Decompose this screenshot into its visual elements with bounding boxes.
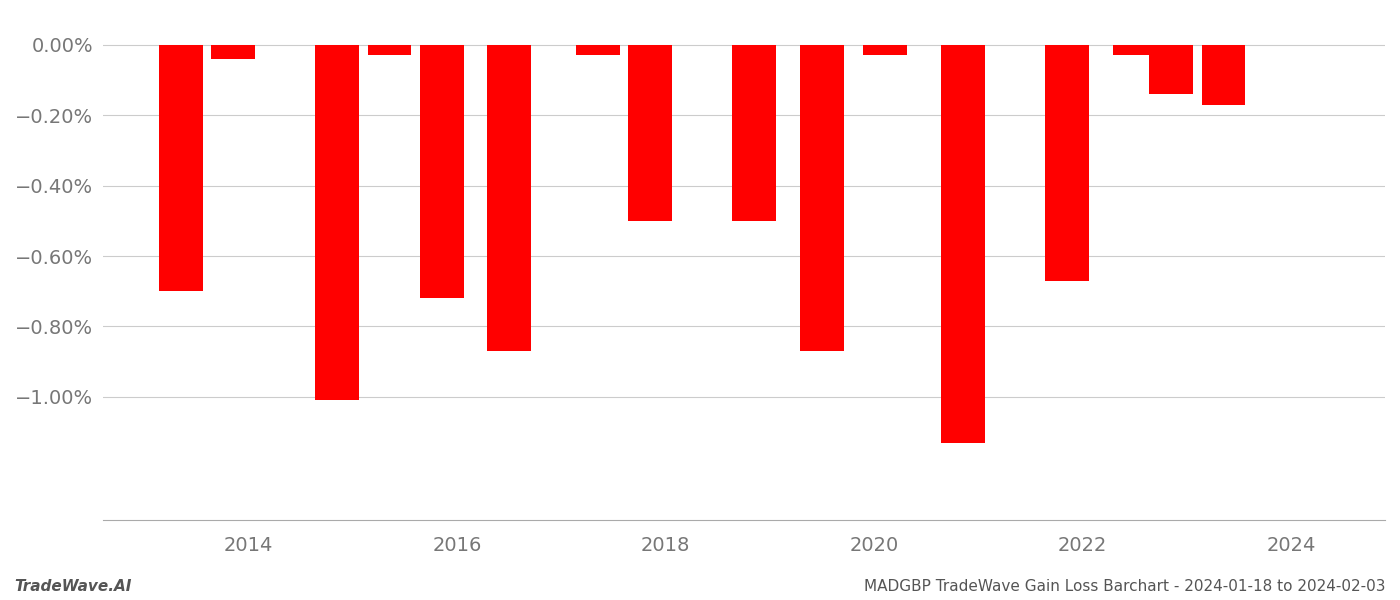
Bar <box>941 45 984 443</box>
Bar <box>1046 45 1089 281</box>
Bar <box>629 45 672 221</box>
Bar <box>801 45 844 351</box>
Bar <box>1149 45 1193 94</box>
Bar <box>368 45 412 55</box>
Bar <box>1113 45 1156 55</box>
Bar <box>862 45 907 55</box>
Bar <box>211 45 255 59</box>
Bar <box>487 45 531 351</box>
Text: MADGBP TradeWave Gain Loss Barchart - 2024-01-18 to 2024-02-03: MADGBP TradeWave Gain Loss Barchart - 20… <box>865 579 1386 594</box>
Bar <box>1201 45 1246 105</box>
Bar <box>160 45 203 291</box>
Text: TradeWave.AI: TradeWave.AI <box>14 579 132 594</box>
Bar <box>575 45 620 55</box>
Bar <box>315 45 360 400</box>
Bar <box>420 45 463 298</box>
Bar <box>732 45 776 221</box>
